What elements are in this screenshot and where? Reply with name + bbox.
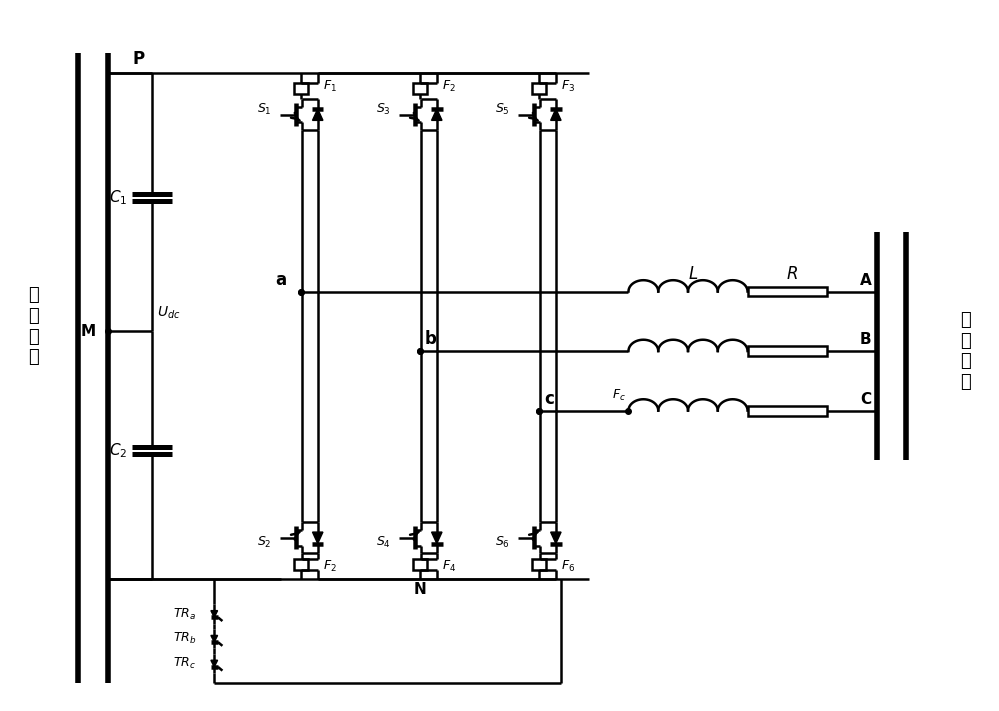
Text: b: b: [426, 330, 437, 348]
Polygon shape: [432, 532, 442, 543]
Text: 直
流
母
线: 直 流 母 线: [28, 286, 39, 366]
Text: M: M: [81, 324, 96, 338]
Text: $R$: $R$: [786, 264, 798, 283]
Polygon shape: [211, 661, 218, 667]
Text: $TR_b$: $TR_b$: [173, 631, 197, 646]
Text: $S_3$: $S_3$: [377, 102, 391, 117]
Text: a: a: [275, 270, 286, 289]
Text: $S_1$: $S_1$: [257, 102, 272, 117]
Text: N: N: [414, 582, 427, 597]
Text: P: P: [133, 50, 145, 68]
Bar: [532, 559, 546, 570]
Text: $F_2$: $F_2$: [442, 79, 456, 94]
Polygon shape: [211, 611, 218, 617]
Text: $TR_c$: $TR_c$: [174, 656, 197, 671]
Polygon shape: [550, 532, 561, 543]
Text: $F_4$: $F_4$: [442, 559, 457, 574]
Text: $S_2$: $S_2$: [258, 535, 272, 550]
Text: $C_2$: $C_2$: [109, 441, 128, 459]
Text: $F_3$: $F_3$: [561, 79, 575, 94]
Text: $TR_a$: $TR_a$: [173, 606, 197, 621]
Polygon shape: [313, 532, 323, 543]
Polygon shape: [550, 109, 561, 120]
Bar: [414, 82, 427, 94]
Text: 交
流
电
网: 交 流 电 网: [960, 311, 971, 391]
Text: C: C: [860, 392, 871, 407]
Text: B: B: [860, 332, 871, 347]
Text: $L$: $L$: [688, 264, 698, 283]
Bar: [532, 82, 546, 94]
Text: $C_1$: $C_1$: [109, 188, 128, 207]
Bar: [294, 82, 308, 94]
Bar: [414, 559, 427, 570]
Text: $F_2$: $F_2$: [323, 559, 337, 574]
Text: c: c: [544, 390, 554, 407]
Bar: [747, 346, 827, 356]
Bar: [747, 405, 827, 415]
Text: $S_5$: $S_5$: [496, 102, 510, 117]
Text: $U_{dc}$: $U_{dc}$: [157, 305, 181, 321]
Text: $F_6$: $F_6$: [561, 559, 575, 574]
Text: $F_1$: $F_1$: [323, 79, 337, 94]
Text: $F_c$: $F_c$: [611, 387, 625, 402]
Text: $S_4$: $S_4$: [376, 535, 391, 550]
Text: A: A: [860, 272, 871, 287]
Polygon shape: [432, 109, 442, 120]
Bar: [294, 559, 308, 570]
Bar: [747, 287, 827, 296]
Polygon shape: [211, 636, 218, 642]
Polygon shape: [313, 109, 323, 120]
Text: $S_6$: $S_6$: [496, 535, 510, 550]
